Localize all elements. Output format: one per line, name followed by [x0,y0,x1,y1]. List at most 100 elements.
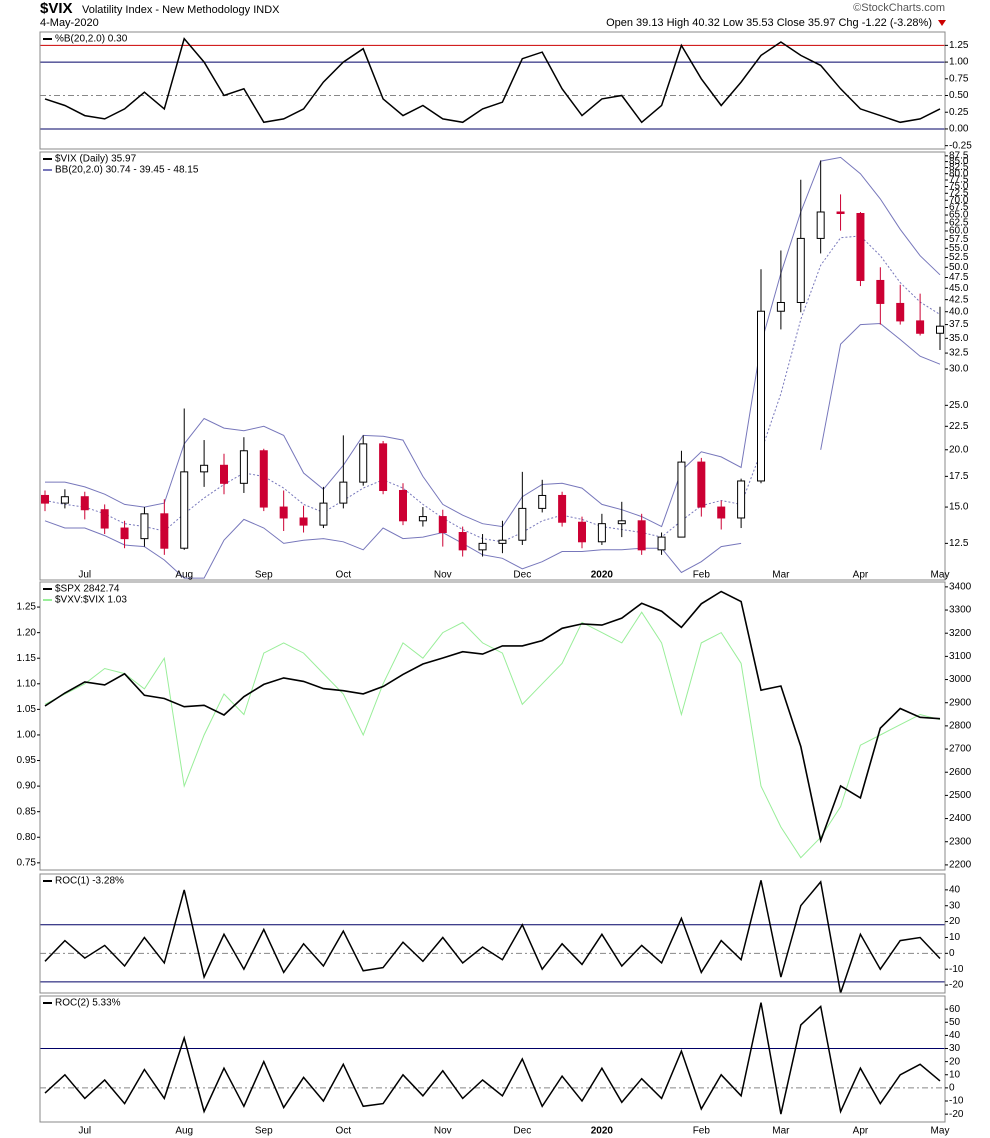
y2-tick-label: 1.20 [17,627,37,638]
instrument-name: Volatility Index - New Methodology INDX [82,4,280,16]
series-line [44,590,941,844]
candle-body [41,494,49,504]
y-tick-label: 0 [949,948,955,959]
candle-body [458,532,467,551]
candle-body [776,301,785,312]
x-tick-label: May [931,570,950,581]
x-tick-label: Feb [693,570,711,581]
y-tick-label: 2700 [949,744,972,755]
legend-label: BB(20,2.0) 30.74 - 39.45 - 48.15 [55,165,199,176]
y-tick-label: 40 [949,1030,961,1041]
y-tick-label: 22.5 [949,421,969,432]
candle-body [140,513,149,540]
y-tick-label: 60.0 [949,226,969,237]
y-tick-label: 20 [949,916,961,927]
y2-tick-label: 0.75 [17,857,37,868]
y-tick-label: 60 [949,1004,961,1015]
y-tick-label: 3400 [949,582,972,593]
candle-body [399,490,407,522]
x-tick-label: Aug [175,1126,193,1137]
candle-body [578,521,586,543]
candle-body [120,527,129,540]
x-tick-label: Jul [78,570,91,581]
y2-tick-label: 1.10 [17,678,37,689]
y-tick-label: -0.25 [949,140,972,151]
candle-body [60,496,69,504]
candle-body [518,507,527,541]
x-tick-label: Sep [255,570,273,581]
candle-body [438,516,447,534]
indicator-line [44,1002,941,1115]
y-tick-label: 55.0 [949,243,969,254]
y-tick-label: 65.0 [949,210,969,221]
y-tick-label: 20.0 [949,444,969,455]
y2-tick-label: 0.90 [17,781,37,792]
y-tick-label: 0.00 [949,124,969,135]
candle-body [637,520,646,551]
candle-body [836,211,845,215]
y-tick-label: 2500 [949,790,972,801]
candle-body [717,506,726,519]
legend-label: ROC(2) 5.33% [55,998,121,1009]
candle-body [299,517,308,526]
y-tick-label: 57.5 [949,234,969,245]
y-tick-label: 67.5 [949,202,969,213]
x-tick-label: Dec [513,1126,531,1137]
candle-body [558,494,567,523]
band-upper [45,156,941,528]
x-tick-label: Aug [175,570,193,581]
y-tick-label: 30.0 [949,364,969,375]
candle-body [597,523,606,543]
y-tick-label: 15.0 [949,502,969,513]
y-tick-label: 2300 [949,836,972,847]
candle-body [418,516,427,522]
legend-label: $VIX (Daily) 35.97 [55,154,137,165]
quote: Open 39.13 High 40.32 Low 35.53 Close 35… [606,17,932,29]
plot-area [44,590,941,859]
candle-body [498,539,507,544]
y-tick-label: 52.5 [949,252,969,263]
panel-frame [39,995,946,1123]
y-tick-label: 2800 [949,721,972,732]
x-tick-label: Feb [693,1126,711,1137]
y-tick-label: 1.25 [949,40,969,51]
plot-area [40,1002,945,1115]
candle-body [816,211,825,239]
x-tick-label: Apr [853,1126,869,1137]
candle-body [259,450,268,508]
symbol: $VIX [40,0,73,17]
y-tick-label: 80.0 [949,168,969,179]
panel-frame [39,873,946,994]
x-tick-label: Sep [255,1126,273,1137]
y-tick-label: 30 [949,900,961,911]
candle-body [936,325,944,334]
candle-body [359,443,368,483]
indicator-line [44,37,941,124]
candle-body [617,520,626,525]
y2-tick-label: 1.25 [17,602,37,613]
candle-body [538,494,547,509]
candle-body [657,536,666,551]
y-tick-label: 32.5 [949,348,969,359]
band-middle [44,235,941,543]
x-tick-label: Mar [772,570,790,581]
y2-tick-label: 0.85 [17,806,37,817]
y-tick-label: 1.00 [949,57,969,68]
y-tick-label: -10 [949,1096,964,1107]
x-tick-label: Nov [434,570,452,581]
candle-body [160,513,169,549]
y2-tick-label: 0.80 [17,832,37,843]
y-tick-label: 47.5 [949,272,969,283]
candle-body [80,496,89,511]
y2-tick-label: 1.05 [17,704,37,715]
y-tick-label: 82.5 [949,162,969,173]
x-tick-label: Apr [853,570,869,581]
candle-body [339,481,348,504]
y-tick-label: 62.5 [949,217,969,228]
y-tick-label: 10 [949,1069,961,1080]
candle-body [876,279,885,304]
down-arrow [938,20,946,26]
y-tick-label: 3100 [949,651,972,662]
